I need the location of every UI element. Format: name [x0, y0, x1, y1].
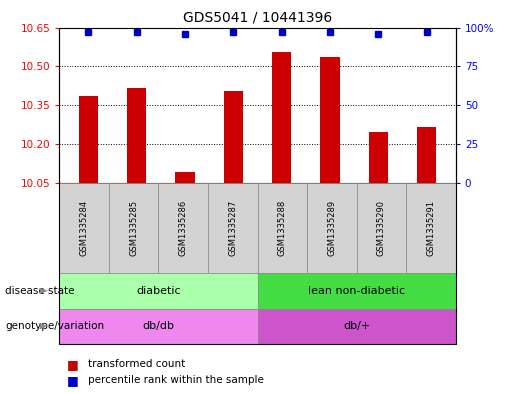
Text: ■: ■ [67, 374, 79, 387]
Title: GDS5041 / 10441396: GDS5041 / 10441396 [183, 11, 332, 25]
Text: diabetic: diabetic [136, 286, 181, 296]
Text: transformed count: transformed count [88, 359, 185, 369]
Text: db/db: db/db [142, 321, 175, 331]
Text: GSM1335288: GSM1335288 [278, 200, 287, 256]
Text: disease state: disease state [5, 286, 75, 296]
Bar [79, 96, 98, 183]
Bar [417, 127, 436, 183]
Bar [175, 173, 195, 183]
Text: ■: ■ [67, 358, 79, 371]
Bar [320, 57, 340, 183]
Text: GSM1335287: GSM1335287 [228, 200, 237, 256]
Text: GSM1335284: GSM1335284 [79, 200, 89, 256]
Text: lean non-diabetic: lean non-diabetic [308, 286, 405, 296]
Text: percentile rank within the sample: percentile rank within the sample [88, 375, 264, 386]
Text: GSM1335290: GSM1335290 [377, 200, 386, 256]
Bar [127, 88, 146, 183]
Text: GSM1335289: GSM1335289 [328, 200, 336, 256]
Text: GSM1335286: GSM1335286 [179, 200, 187, 256]
Text: GSM1335291: GSM1335291 [426, 200, 436, 256]
Bar [272, 52, 291, 183]
Text: GSM1335285: GSM1335285 [129, 200, 138, 256]
Text: db/+: db/+ [343, 321, 370, 331]
Bar [369, 132, 388, 183]
Bar [224, 91, 243, 183]
Text: genotype/variation: genotype/variation [5, 321, 104, 331]
